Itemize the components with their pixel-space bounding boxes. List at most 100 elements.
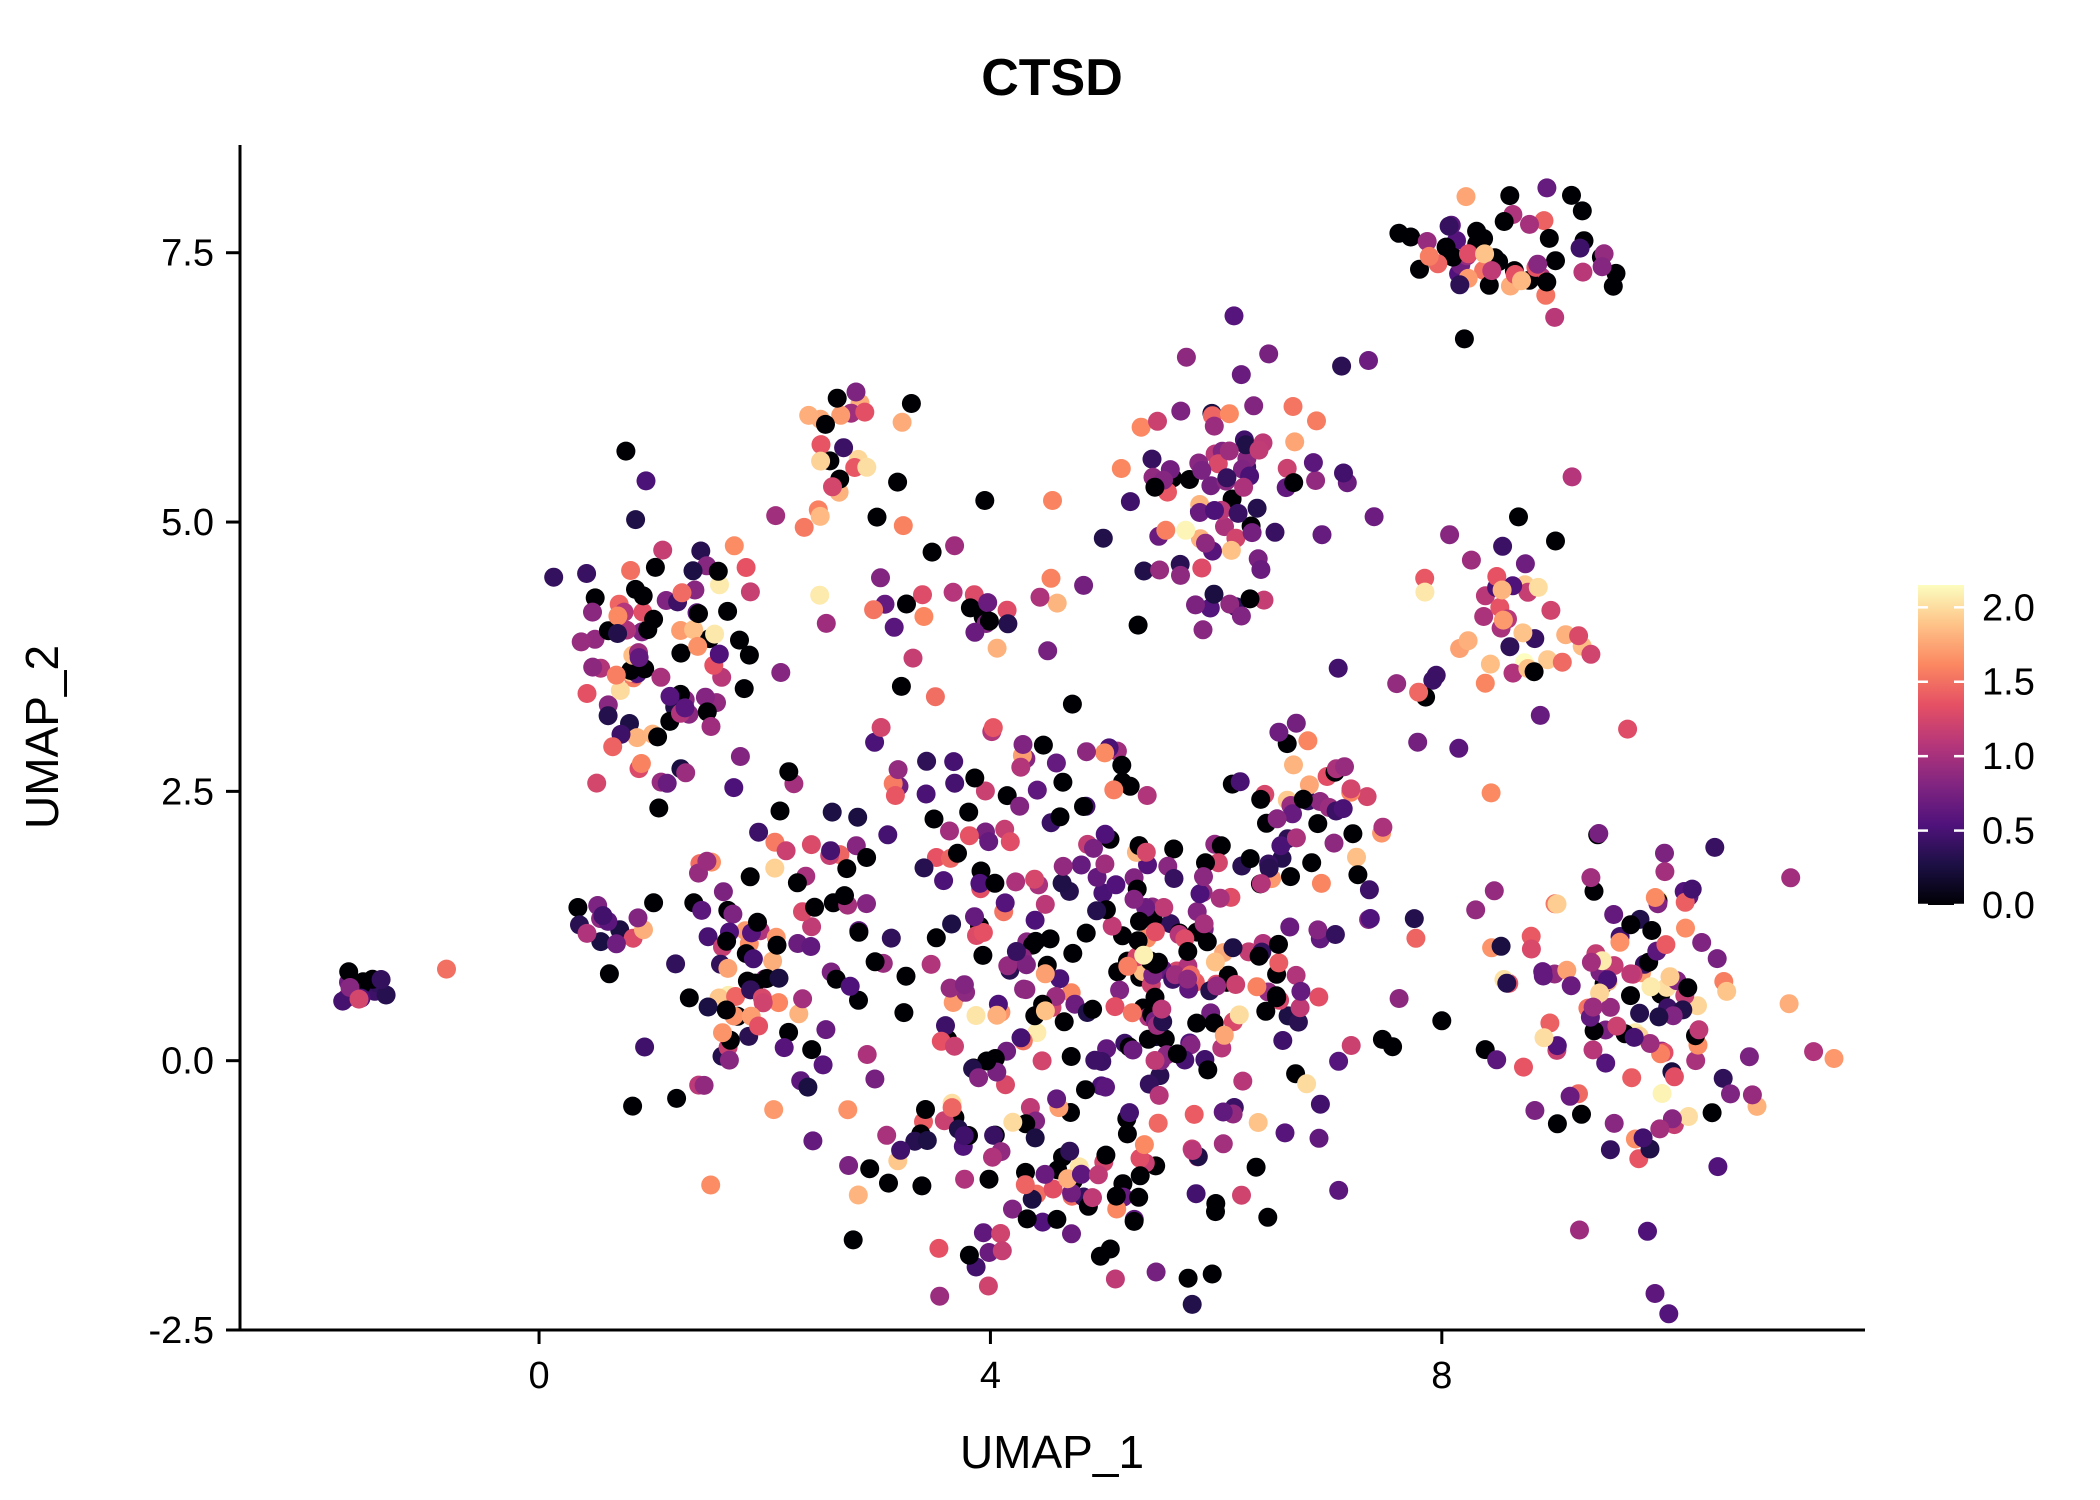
data-point	[975, 491, 995, 510]
data-point	[979, 832, 999, 852]
data-point	[1415, 568, 1435, 588]
data-point	[709, 644, 729, 664]
data-point	[633, 586, 653, 606]
data-point	[1215, 517, 1234, 537]
data-point	[1217, 468, 1237, 488]
data-point	[1656, 935, 1676, 955]
data-point	[708, 561, 728, 581]
x-axis-label: UMAP_1	[960, 1426, 1144, 1478]
data-point	[1552, 652, 1572, 672]
data-point	[978, 593, 998, 613]
data-point	[860, 1159, 880, 1179]
data-point	[1176, 347, 1196, 367]
data-point	[1265, 522, 1285, 542]
data-point	[748, 912, 767, 932]
data-point	[1083, 1188, 1102, 1208]
data-point	[1779, 994, 1799, 1014]
plot-root: 0 4 8 -2.5 0.0 2.5 5.0 7.5 0.0 0.5 1.0 1.5 2.0	[149, 145, 2035, 1397]
data-point	[1149, 1085, 1169, 1105]
data-point	[623, 1096, 643, 1116]
data-point	[997, 786, 1017, 806]
data-point	[672, 583, 692, 603]
data-point	[1624, 1027, 1644, 1047]
data-point	[969, 1068, 989, 1088]
data-point	[965, 907, 984, 927]
data-point	[1513, 623, 1533, 643]
data-point	[1692, 933, 1712, 952]
data-point	[1033, 735, 1053, 755]
data-point	[1642, 921, 1662, 940]
data-point	[979, 611, 999, 631]
data-point	[816, 414, 835, 434]
data-point	[593, 906, 613, 926]
data-point	[1663, 1006, 1683, 1026]
data-point	[1150, 560, 1170, 580]
data-point	[1123, 1040, 1143, 1060]
data-point	[1415, 582, 1435, 602]
y-tick-label: 2.5	[161, 771, 214, 813]
data-point	[1182, 1294, 1202, 1314]
data-point	[1581, 644, 1601, 664]
data-point	[437, 959, 456, 979]
y-tick-label: 7.5	[161, 233, 214, 275]
data-point	[1095, 854, 1115, 874]
data-point	[1041, 568, 1061, 588]
data-point	[930, 1286, 950, 1306]
data-point	[1046, 753, 1066, 773]
data-point	[636, 471, 656, 491]
data-point	[1003, 1112, 1023, 1132]
data-point	[821, 841, 841, 861]
data-point	[1621, 986, 1640, 1006]
data-point	[1303, 453, 1323, 473]
data-point	[1088, 1165, 1108, 1185]
data-point	[1105, 997, 1125, 1017]
data-point	[583, 657, 603, 677]
data-point	[1077, 742, 1096, 762]
data-point	[1201, 476, 1221, 496]
data-point	[805, 897, 825, 917]
data-point	[1096, 1145, 1116, 1165]
data-point	[892, 412, 912, 432]
data-point	[835, 886, 854, 906]
data-point	[1359, 351, 1378, 370]
data-point	[1285, 432, 1305, 452]
data-point	[891, 1140, 911, 1160]
data-point	[1521, 939, 1541, 959]
data-point	[849, 922, 869, 942]
data-point	[871, 568, 890, 588]
data-point	[1309, 1128, 1329, 1148]
data-point	[1581, 952, 1601, 972]
data-point	[779, 1022, 799, 1042]
data-point	[1027, 1023, 1047, 1043]
data-point	[1000, 832, 1020, 852]
data-point	[1497, 973, 1517, 993]
data-point	[893, 516, 913, 536]
data-point	[973, 1223, 993, 1243]
data-point	[771, 663, 791, 682]
data-point	[1804, 1042, 1824, 1062]
data-point	[1655, 843, 1674, 863]
data-point	[763, 951, 783, 971]
data-point	[1328, 658, 1348, 678]
data-point	[1332, 356, 1352, 376]
data-point	[1475, 244, 1495, 264]
data-point	[1213, 1134, 1233, 1154]
data-point	[1676, 918, 1695, 938]
data-point	[1583, 1040, 1603, 1060]
data-point	[1050, 807, 1070, 827]
data-point	[1247, 977, 1267, 997]
data-point	[1275, 1123, 1295, 1143]
data-point	[684, 620, 704, 640]
data-point	[1181, 1035, 1201, 1055]
data-point	[1655, 862, 1675, 882]
data-point	[959, 826, 979, 846]
data-point	[718, 958, 738, 978]
data-point	[888, 760, 908, 780]
data-point	[948, 843, 967, 863]
data-point	[1286, 713, 1306, 733]
data-point	[1622, 1068, 1642, 1088]
data-point	[811, 451, 831, 471]
x-tick-label: 8	[1431, 1355, 1452, 1397]
data-point	[871, 718, 891, 737]
data-point	[1641, 977, 1661, 997]
